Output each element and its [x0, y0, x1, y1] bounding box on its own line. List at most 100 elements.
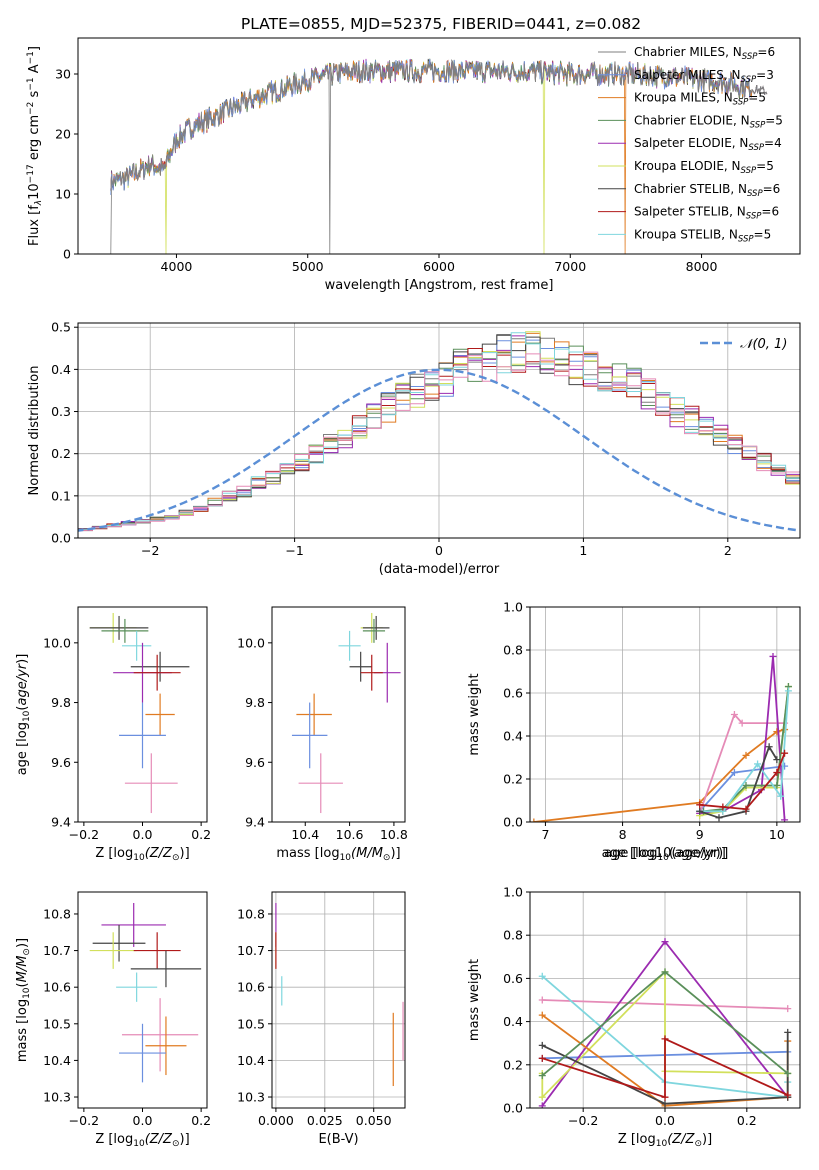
- y-axis-label: mass weight: [467, 959, 482, 1041]
- x-tick-label: 0.2: [191, 827, 211, 842]
- weight-marker: [773, 756, 781, 764]
- label-part: , N: [729, 205, 746, 219]
- weight-marker: [730, 769, 738, 777]
- weight-marker: [661, 968, 669, 976]
- label-part: 6: [767, 45, 775, 59]
- axes-spectrum: 4000 5000 6000 7000 8000 0 10 20 30 wavelength [A…: [26, 37, 801, 293]
- label-part: SSP: [746, 212, 762, 222]
- x-axis-label-part: )]: [180, 1132, 190, 1147]
- label-part: −1: [26, 51, 36, 64]
- x-tick-label: 5000: [292, 259, 324, 274]
- y-tick-label: 0.8: [503, 928, 523, 943]
- x-tick-label: −0.2: [69, 827, 99, 842]
- x-axis-label-part: 10: [340, 853, 352, 863]
- plot-area-z-age: [89, 612, 190, 814]
- axes-ebv-mass: 0.000 0.025 0.050 10.3 10.4 10.5 10.6 10.7 10.8 E…: [237, 891, 406, 1147]
- weight-marker: [777, 792, 785, 800]
- label-part: (: [15, 706, 30, 711]
- label-part: erg cm: [27, 115, 42, 164]
- x-tick-label: −2: [141, 543, 159, 558]
- x-tick-label: 10: [769, 827, 785, 842]
- label-part: λ: [34, 200, 44, 206]
- label-part: Kroupa STELIB: [634, 227, 721, 241]
- label-part: , N: [716, 91, 733, 105]
- panel-residual-hist: −2 −1 0 1 2 0.0 0.1 0.2 0.3 0.4 0.5 (data-model)/er…: [27, 320, 801, 577]
- weight-marker: [538, 972, 546, 980]
- label-part: SSP: [741, 75, 757, 85]
- errorbar-point: [296, 693, 332, 736]
- histogram-step: [78, 335, 800, 532]
- y-tick-label: 0.2: [503, 772, 523, 787]
- label-part: =: [756, 159, 766, 173]
- plot-area-z-mass: [89, 902, 202, 1083]
- x-axis-label-part: )]: [180, 846, 190, 861]
- y-tick-label: 0.0: [503, 1101, 523, 1116]
- legend-entry: Chabrier ELODIE, NSSP=5: [634, 113, 783, 130]
- errorbar-point: [101, 902, 166, 947]
- y-tick-label: 10.5: [43, 1016, 71, 1031]
- label-part: 10: [22, 710, 32, 722]
- label-part: , N: [733, 113, 750, 127]
- weight-marker: [538, 1093, 546, 1101]
- y-tick-label: 10.5: [237, 1016, 265, 1031]
- axes-frame: [529, 606, 801, 823]
- legend-entry: Salpeter MILES, NSSP=3: [634, 68, 774, 85]
- x-axis-label: Z [log10(Z/Z⊙)]: [95, 846, 189, 863]
- errorbar-point: [119, 1023, 166, 1083]
- label-part: 10: [657, 853, 669, 863]
- y-tick-label: 9.6: [245, 755, 265, 770]
- y-tick-label: 10.6: [237, 980, 265, 995]
- y-tick-label: 10.7: [43, 943, 71, 958]
- y-tick-label: 10.7: [237, 943, 265, 958]
- errorbar-point: [133, 654, 181, 691]
- legend-entry: Kroupa STELIB, NSSP=5: [634, 227, 771, 244]
- x-axis-label-part: ⊙: [172, 1139, 180, 1149]
- weight-marker: [781, 749, 789, 757]
- y-tick-label: 10: [55, 187, 71, 202]
- label-part: , N: [730, 182, 747, 196]
- weight-marker: [784, 1069, 792, 1077]
- y-tick-label: 0.4: [503, 729, 523, 744]
- x-axis-label-part: Z [log: [95, 1132, 133, 1147]
- weight-marker: [530, 818, 538, 822]
- label-part: Chabrier ELODIE: [634, 113, 733, 127]
- label-part: ]: [27, 46, 42, 51]
- axes-frame: [271, 891, 406, 1109]
- histogram-step: [78, 334, 800, 530]
- label-part: (: [669, 846, 674, 861]
- label-part: =: [757, 45, 767, 59]
- weight-line: [698, 712, 785, 814]
- weight-marker: [784, 687, 792, 695]
- weight-marker: [719, 803, 727, 811]
- y-tick-label: 10.8: [237, 906, 265, 921]
- x-tick-label: 4000: [161, 259, 193, 274]
- x-axis-label: age [log10(age/yr)]: [604, 846, 726, 863]
- y-tick-label: 10.3: [43, 1090, 71, 1105]
- label-part: M/M: [15, 956, 30, 983]
- histogram-step: [78, 348, 800, 531]
- label-part: SSP: [742, 52, 758, 62]
- label-part: , N: [724, 159, 741, 173]
- errorbar-point: [362, 618, 386, 643]
- x-tick-label: 8000: [686, 259, 718, 274]
- axes-frame: [271, 606, 406, 823]
- y-tick-label: 9.8: [245, 695, 265, 710]
- label-part: age/yr: [674, 846, 717, 861]
- errorbar-point: [362, 615, 390, 640]
- weight-line: [699, 656, 786, 820]
- label-part: Salpeter MILES: [634, 68, 724, 82]
- y-tick-label: 10.8: [43, 906, 71, 921]
- y-tick-label: 20: [55, 127, 71, 142]
- errorbar-point: [291, 702, 328, 769]
- panel-mass-age: 10.4 10.6 10.8 9.4 9.6 9.8 10.0 mass [log10(M/M…: [237, 606, 408, 863]
- weight-marker: [661, 1100, 669, 1108]
- x-tick-label: 0.000: [258, 1113, 294, 1128]
- weight-marker: [742, 781, 750, 789]
- label-part: , N: [732, 136, 749, 150]
- gaussian-curve: [78, 368, 800, 532]
- axes-z-weight: −0.2 0.0 0.2 0.0 0.2 0.4 0.6 0.8 1.0 Z [log10(Z/Z…: [467, 885, 801, 1149]
- y-tick-label: 0.0: [51, 531, 71, 546]
- label-part: age [log: [604, 846, 657, 861]
- x-axis-label: mass [log10(M/M⊙)]: [276, 846, 400, 863]
